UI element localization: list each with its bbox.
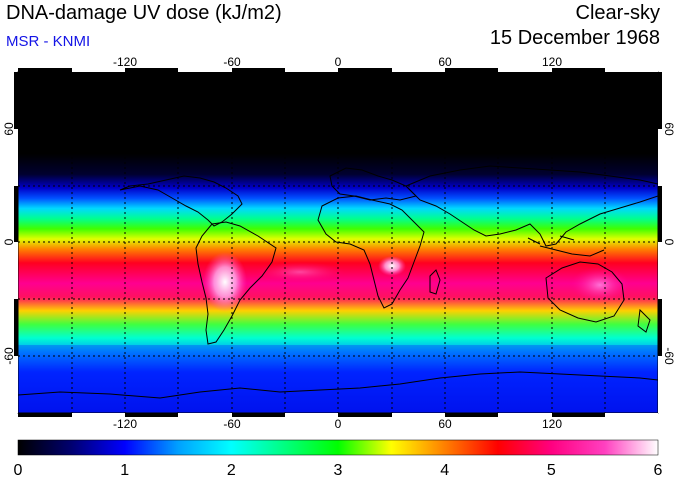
- lon-tick-top: 120: [542, 55, 562, 69]
- colorbar-labels: 0 1 2 3 4 5 6: [14, 462, 663, 479]
- coast-south-america: [195, 221, 277, 345]
- lat-tick-right: -60: [662, 347, 676, 365]
- frame-scale-bars: [14, 68, 662, 417]
- uv-hotspot-africa: [378, 256, 406, 276]
- lon-tick-top: 0: [335, 55, 342, 69]
- colorbar-tick-label: 4: [440, 462, 449, 479]
- lat-tick-left: -60: [2, 347, 16, 365]
- lat-tick-left: 0: [2, 238, 16, 245]
- coast-africa: [317, 195, 425, 309]
- uv-hotspot-atlantic: [255, 262, 345, 282]
- coast-australia: [545, 261, 625, 323]
- coast-north-america: [119, 175, 243, 227]
- map-title: DNA-damage UV dose (kJ/m2): [6, 2, 282, 24]
- coast-europe: [329, 167, 417, 201]
- lat-tick-labels: 60 0 -60 60 0 -60: [2, 122, 676, 365]
- lon-tick-bottom: 120: [542, 417, 562, 431]
- lon-tick-bottom: 60: [438, 417, 452, 431]
- coast-asia: [405, 165, 658, 247]
- coast-madagascar: [429, 269, 441, 295]
- lon-tick-top: 60: [438, 55, 452, 69]
- colorbar-tick-label: 5: [547, 462, 556, 479]
- colorbar-tick-label: 0: [14, 462, 23, 479]
- colorbar-tick-label: 3: [334, 462, 343, 479]
- lon-tick-top: -60: [223, 55, 241, 69]
- coast-antarctica: [18, 371, 658, 399]
- uv-hotspot-australia: [570, 267, 630, 303]
- sky-condition-label: Clear-sky: [575, 2, 660, 24]
- colorbar-tick-label: 1: [120, 462, 129, 479]
- date-label: 15 December 1968: [489, 27, 660, 49]
- lon-tick-bottom: 0: [335, 417, 342, 431]
- lon-tick-bottom: -60: [223, 417, 241, 431]
- coast-new-zealand: [637, 308, 651, 333]
- colorbar: [17, 439, 659, 456]
- lon-tick-bottom: -120: [113, 417, 137, 431]
- coastlines: [18, 165, 658, 399]
- lon-tick-top: -120: [113, 55, 137, 69]
- uv-hotspot-south-america: [203, 252, 247, 312]
- lat-tick-right: 60: [662, 122, 676, 136]
- colorbar-tick-label: 2: [227, 462, 236, 479]
- coast-indonesia: [527, 235, 605, 257]
- colorbar-tick-label: 6: [654, 462, 663, 479]
- lat-tick-right: 0: [662, 239, 676, 246]
- graticule: [18, 72, 658, 413]
- lat-tick-left: 60: [2, 122, 16, 136]
- source-label: MSR - KNMI: [6, 33, 91, 50]
- lon-tick-labels: -120 -60 0 60 120 -120 -60 0 60 120: [113, 55, 562, 431]
